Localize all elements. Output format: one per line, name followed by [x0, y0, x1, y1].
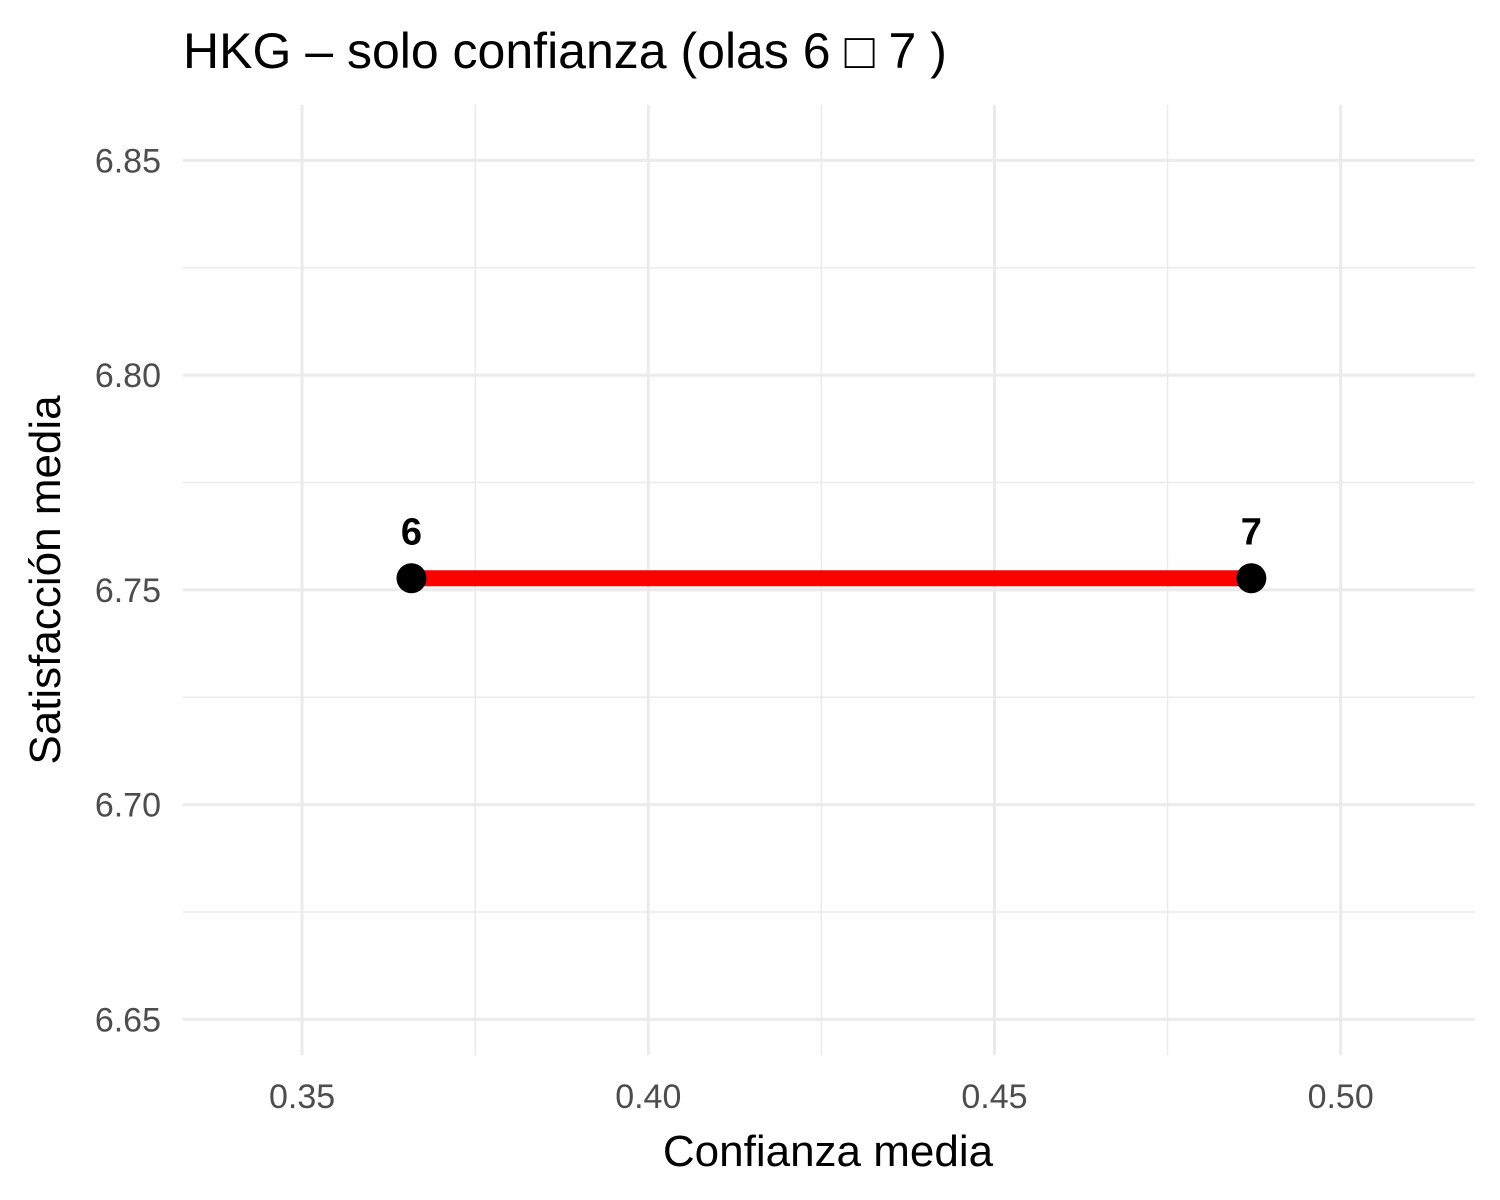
- x-tick-label: 0.35: [269, 1078, 335, 1116]
- x-tick-label: 0.45: [961, 1078, 1027, 1116]
- y-axis-title: Satisfacción media: [21, 395, 70, 765]
- point-label: 7: [1241, 511, 1262, 553]
- y-tick-label: 6.80: [95, 357, 161, 395]
- y-tick-label: 6.85: [95, 142, 161, 180]
- point-label: 6: [401, 511, 422, 553]
- series-points: [396, 563, 1267, 594]
- x-tick-label: 0.50: [1308, 1078, 1374, 1116]
- minor-gridlines: [183, 105, 1475, 1055]
- y-tick-label: 6.75: [95, 572, 161, 610]
- data-point: [396, 563, 427, 594]
- x-tick-labels: 0.35 0.40 0.45 0.50: [269, 1078, 1374, 1116]
- y-tick-label: 6.65: [95, 1001, 161, 1039]
- x-tick-label: 0.40: [615, 1078, 681, 1116]
- x-axis-title: Confianza media: [663, 1127, 994, 1176]
- y-tick-labels: 6.65 6.70 6.75 6.80 6.85: [95, 142, 161, 1039]
- data-point: [1236, 563, 1267, 594]
- y-tick-label: 6.70: [95, 787, 161, 825]
- chart-title: HKG – solo confianza (olas 6 □ 7 ): [183, 23, 947, 79]
